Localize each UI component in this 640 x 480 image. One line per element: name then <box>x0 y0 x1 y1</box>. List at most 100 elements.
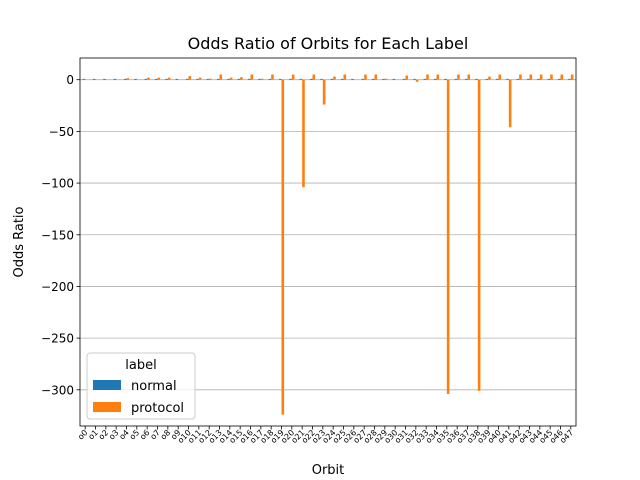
x-axis-label: Orbit <box>312 463 345 478</box>
bar-normal-o11 <box>196 78 199 80</box>
bar-protocol-o43 <box>529 74 533 80</box>
bar-normal-o14 <box>227 78 230 80</box>
bar-protocol-o14 <box>229 77 233 80</box>
x-axis-ticks: o0o1o2o3o4o5o6o7o8o9o10o11o12o13o14o15o1… <box>76 426 575 445</box>
bar-normal-o42 <box>516 78 520 80</box>
bar-protocol-o25 <box>343 74 347 80</box>
bar-protocol-o13 <box>219 74 223 80</box>
bar-normal-o25 <box>340 78 344 80</box>
y-axis-ticks: 0 −50 −100 −150 −200 −250 −300 <box>41 73 80 397</box>
bar-protocol-o36 <box>457 74 460 80</box>
bar-protocol-o37 <box>467 74 471 80</box>
bar-normal-o22 <box>309 78 313 80</box>
bar-protocol-o41 <box>508 79 512 128</box>
bar-protocol-o34 <box>436 74 440 80</box>
bar-protocol-o42 <box>519 74 522 80</box>
legend-swatch-normal <box>93 380 121 390</box>
bar-normal-o38 <box>475 78 478 80</box>
bar-normal-o46 <box>557 78 561 80</box>
bar-normal-o31 <box>402 78 406 80</box>
bar-protocol-o28 <box>374 74 378 80</box>
bar-normal-o34 <box>433 78 437 80</box>
bar-protocol-o33 <box>426 74 429 80</box>
bar-normal-o30 <box>392 78 396 80</box>
bar-normal-o44 <box>537 78 540 80</box>
bar-normal-o33 <box>423 78 427 80</box>
bar-protocol-o19 <box>281 79 285 415</box>
bar-protocol-o8 <box>167 77 171 80</box>
bar-normal-o29 <box>382 78 385 80</box>
bar-normal-o32 <box>413 78 416 80</box>
bar-protocol-o15 <box>240 77 243 80</box>
legend: label normal protocol <box>86 352 196 420</box>
bar-normal-o21 <box>299 78 303 80</box>
bar-protocol-o16 <box>250 74 254 80</box>
bar-normal-o7 <box>154 78 158 80</box>
bar-protocol-o44 <box>539 74 543 80</box>
bar-normal-o26 <box>351 78 354 80</box>
bar-normal-o47 <box>568 78 571 80</box>
bar-normal-o13 <box>216 78 220 80</box>
y-tick-label: −200 <box>41 280 74 294</box>
bar-protocol-o22 <box>312 74 316 80</box>
y-tick-label: −50 <box>49 125 74 139</box>
bar-protocol-o4 <box>126 78 130 80</box>
bar-normal-o35 <box>444 78 447 80</box>
bar-protocol-o7 <box>157 77 161 80</box>
bar-protocol-o23 <box>322 79 326 105</box>
bar-normal-o40 <box>495 78 499 80</box>
bar-normal-o19 <box>278 78 282 80</box>
bar-normal-o0 <box>82 78 86 80</box>
bar-protocol-o17 <box>260 78 264 80</box>
bar-normal-o18 <box>268 78 272 80</box>
bar-protocol-o6 <box>147 77 150 80</box>
y-tick-label: 0 <box>66 73 74 87</box>
y-gridlines <box>80 79 576 391</box>
bar-normal-o12 <box>206 78 210 80</box>
bar-normal-o15 <box>237 78 241 80</box>
bar-protocol-o18 <box>271 74 274 80</box>
bar-normal-o23 <box>320 78 323 80</box>
bar-protocol-o45 <box>550 74 553 80</box>
bar-normal-o45 <box>547 78 551 80</box>
bar-normal-o9 <box>175 78 179 80</box>
bar-protocol-o20 <box>291 74 295 80</box>
bar-normal-o17 <box>258 78 261 80</box>
y-tick-label: −300 <box>41 383 74 397</box>
bar-normal-o4 <box>123 78 127 80</box>
bar-normal-o3 <box>113 78 117 80</box>
bar-normal-o16 <box>247 78 251 80</box>
bar-normal-o37 <box>464 78 468 80</box>
y-tick-label: −150 <box>41 228 74 242</box>
bar-protocol-o31 <box>405 75 409 80</box>
bar-protocol-o29 <box>384 78 388 80</box>
legend-title: label <box>125 358 156 373</box>
legend-swatch-protocol <box>93 402 121 412</box>
bar-protocol-o11 <box>198 77 202 80</box>
bar-protocol-o39 <box>488 76 491 80</box>
bar-normal-o2 <box>103 78 106 80</box>
legend-label-normal: normal <box>131 379 177 394</box>
bar-protocol-o24 <box>333 76 336 80</box>
bar-protocol-o12 <box>209 78 212 80</box>
bar-protocol-o35 <box>446 79 450 394</box>
bar-protocol-o32 <box>415 79 419 82</box>
bar-normal-o8 <box>165 78 168 80</box>
y-tick-label: −250 <box>41 332 74 346</box>
bar-protocol-o46 <box>560 74 564 80</box>
bars <box>82 74 574 415</box>
y-tick-label: −100 <box>41 177 74 191</box>
bar-protocol-o10 <box>188 76 192 80</box>
y-axis-label: Odds Ratio <box>12 206 27 277</box>
bar-normal-o5 <box>134 78 137 80</box>
bar-protocol-o47 <box>570 74 574 80</box>
bar-protocol-o38 <box>477 79 481 391</box>
bar-normal-o27 <box>361 78 365 80</box>
legend-label-protocol: protocol <box>131 401 184 416</box>
bar-normal-o41 <box>506 78 509 80</box>
chart-title: Odds Ratio of Orbits for Each Label <box>188 34 469 53</box>
bar-normal-o20 <box>289 78 292 80</box>
bar-protocol-o40 <box>498 74 502 80</box>
bar-protocol-o27 <box>364 74 367 80</box>
